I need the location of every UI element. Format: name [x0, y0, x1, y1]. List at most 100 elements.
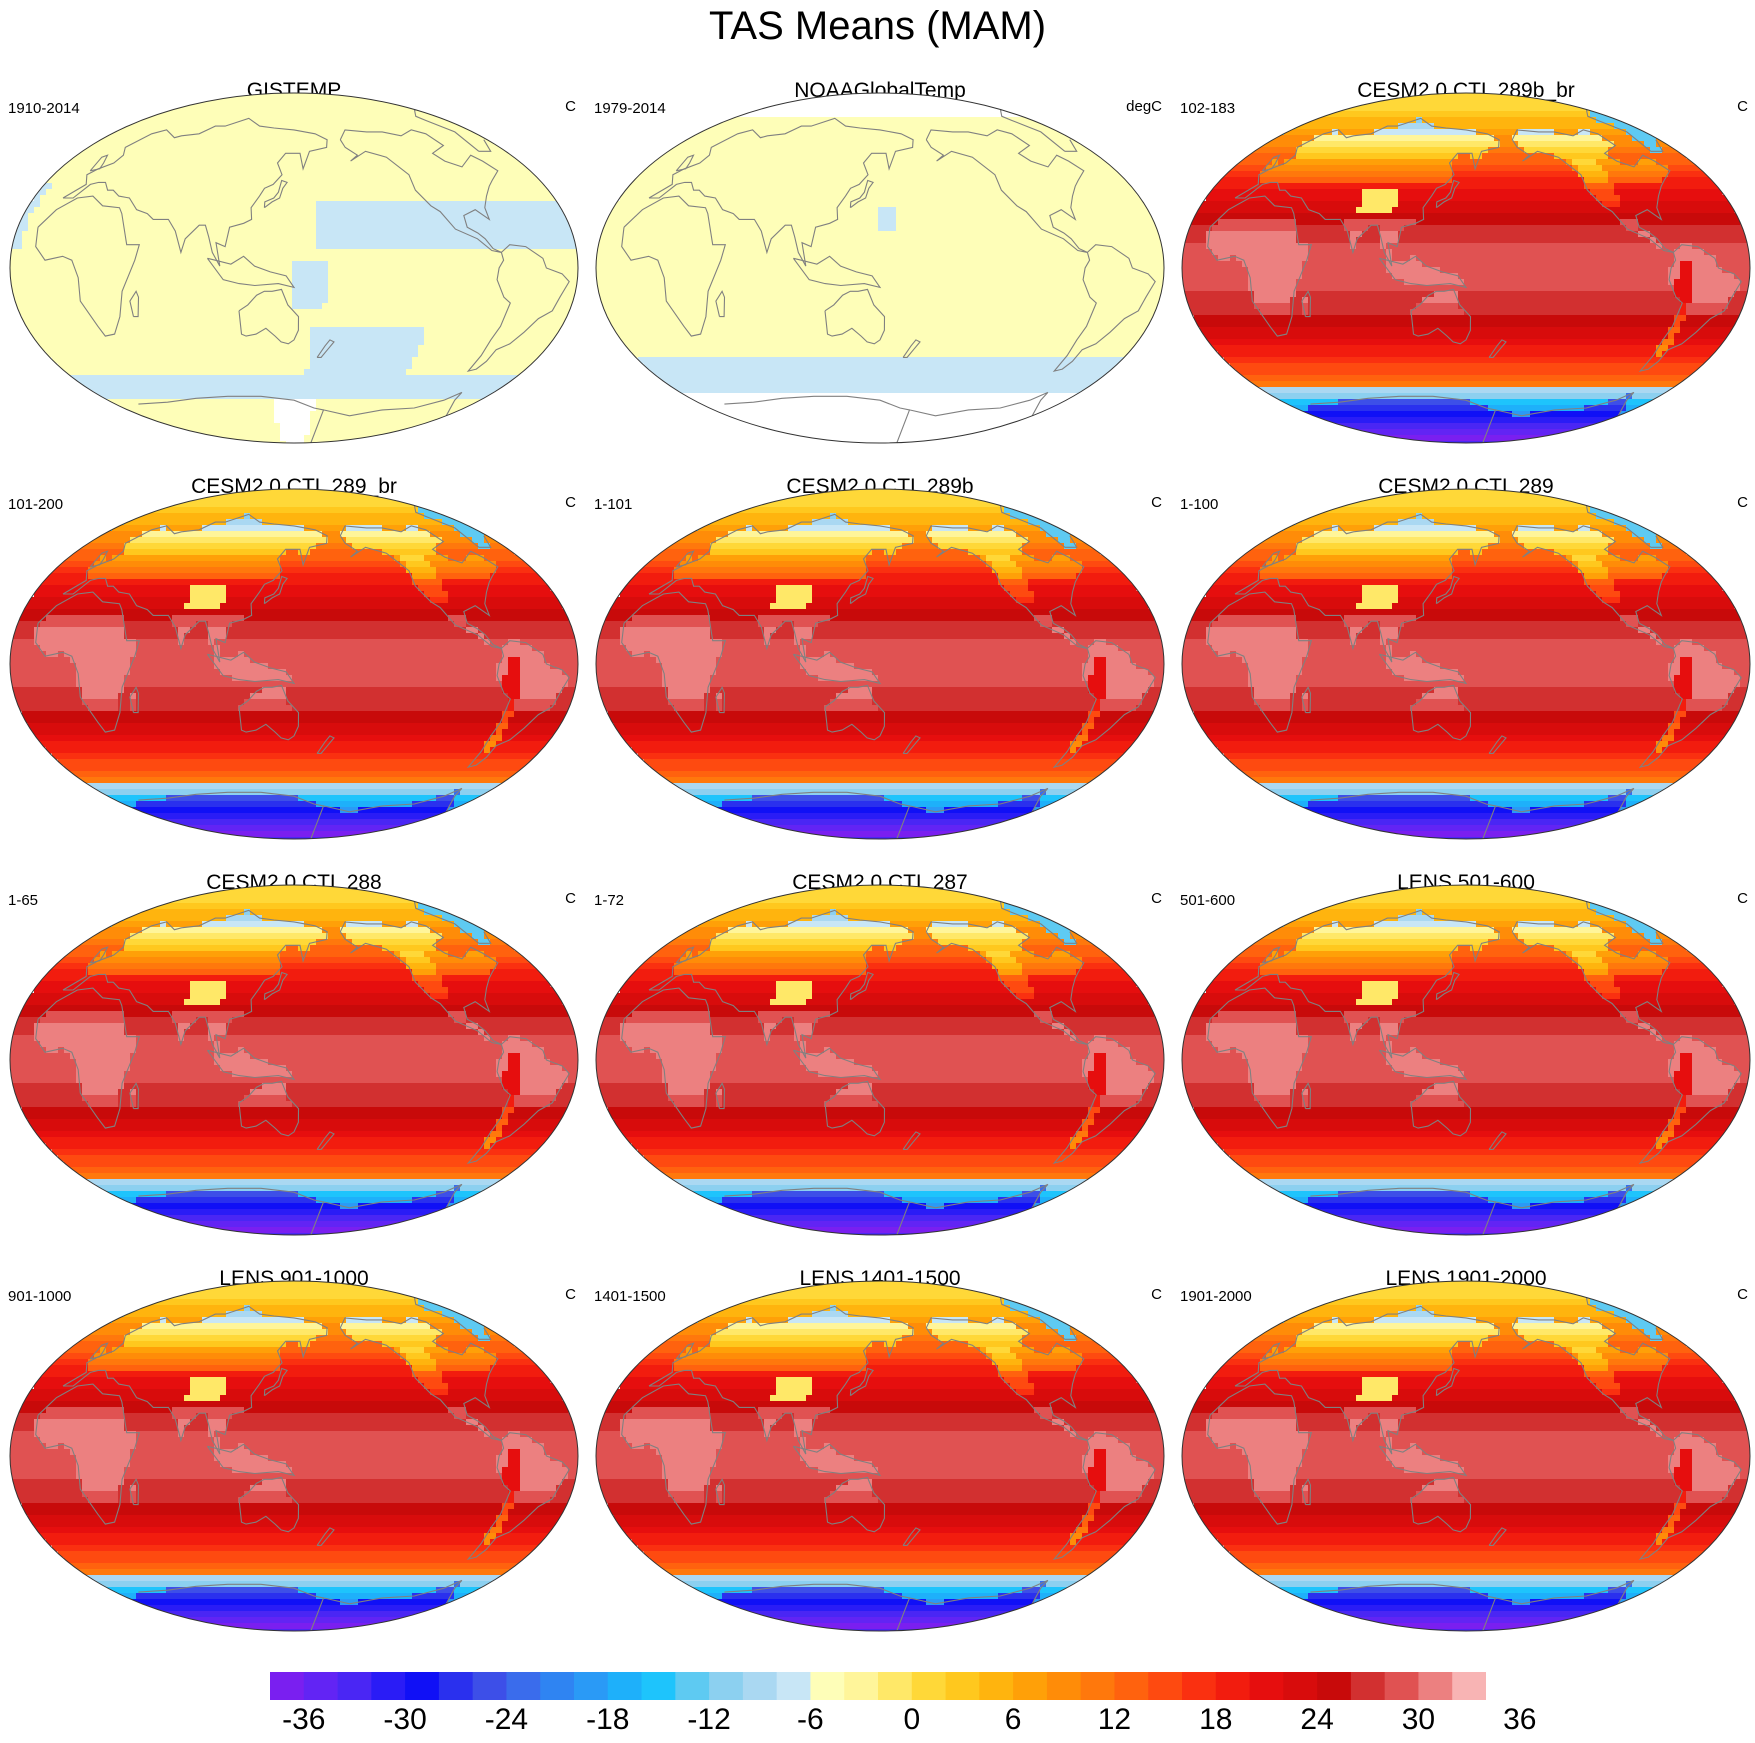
colorbar-tick-label: -6 — [797, 1702, 824, 1738]
colorbar-swatch — [1046, 1672, 1082, 1700]
panel-period-label: 102-183 — [1180, 100, 1235, 118]
coastline-nz — [902, 339, 921, 358]
colorbar-swatch — [1249, 1672, 1284, 1700]
coastline-japan — [1435, 1367, 1460, 1397]
coastline-samerica — [466, 640, 570, 769]
coastline-africa — [621, 195, 727, 337]
colorbar-swatch — [911, 1672, 946, 1700]
colorbar-swatch — [844, 1672, 879, 1700]
colorbar-swatch — [675, 1672, 710, 1700]
colorbar-swatch — [1452, 1672, 1486, 1700]
coastline-eurasia — [62, 513, 328, 663]
map-panel: LENS 1401-1500 1401-1500 C — [594, 1264, 1166, 1632]
panel-period-label: 1979-2014 — [594, 100, 666, 118]
coastline-indonesia — [1378, 1047, 1468, 1081]
map-panel: CESM2.0 CTL 288 1-65 C — [8, 868, 580, 1236]
coastline-samerica — [1638, 1432, 1742, 1561]
coastline-indonesia — [792, 651, 882, 685]
colorbar-tick-label: -24 — [485, 1702, 528, 1738]
colorbar-swatch — [641, 1672, 676, 1700]
colorbar-tick-label: 30 — [1402, 1702, 1435, 1738]
map-panel: LENS 1901-2000 1901-2000 C — [1180, 1264, 1752, 1632]
coastline-nz — [1488, 735, 1507, 754]
coastline-eurasia — [1234, 117, 1500, 267]
coastline-indonesia — [792, 1443, 882, 1477]
map-border — [1181, 1280, 1751, 1632]
coastline-africa — [621, 987, 727, 1129]
coastline-uk — [675, 946, 695, 964]
colorbar-swatch — [371, 1672, 406, 1700]
colorbar-swatch — [337, 1672, 372, 1700]
panel-units-label: C — [1737, 1286, 1748, 1304]
coastline-samerica — [1052, 1432, 1156, 1561]
panel-period-label: 1401-1500 — [594, 1288, 666, 1306]
coastline-indonesia — [206, 1047, 296, 1081]
coastline-uk — [675, 1342, 695, 1360]
temperature-map — [1181, 488, 1751, 840]
coastline-japan — [263, 575, 288, 605]
colorbar-tick-label: 18 — [1199, 1702, 1232, 1738]
map-border — [1181, 92, 1751, 444]
map-border — [9, 488, 579, 840]
coastlines — [621, 898, 1156, 1235]
coastline-samerica — [1638, 1036, 1742, 1165]
colorbar-tick-label: -30 — [383, 1702, 426, 1738]
coastline-uk — [89, 550, 109, 568]
coastline-uk — [1261, 154, 1281, 172]
map-panel: CESM2.0 CTL 287 1-72 C — [594, 868, 1166, 1236]
panel-period-label: 901-1000 — [8, 1288, 71, 1306]
coastline-africa — [621, 591, 727, 733]
coastline-madagascar — [129, 1478, 140, 1506]
coastline-uk — [89, 1342, 109, 1360]
coastline-indonesia — [1378, 255, 1468, 289]
temperature-map — [595, 488, 1165, 840]
coastline-indonesia — [792, 255, 882, 289]
coastline-eurasia — [1234, 1305, 1500, 1455]
coastline-eurasia — [62, 909, 328, 1059]
map-border — [1181, 884, 1751, 1236]
coastline-africa — [1207, 1383, 1313, 1525]
colorbar-swatch — [405, 1672, 440, 1700]
coastline-australia — [824, 1080, 886, 1137]
panel-period-label: 1-65 — [8, 892, 38, 910]
coastline-uk — [1261, 946, 1281, 964]
coastline-samerica — [466, 1432, 570, 1561]
coastline-eurasia — [62, 1305, 328, 1455]
panel-period-label: 1901-2000 — [1180, 1288, 1252, 1306]
coastline-samerica — [466, 1036, 570, 1165]
map-border — [1181, 488, 1751, 840]
coastline-eurasia — [62, 117, 328, 267]
coastline-africa — [35, 1383, 141, 1525]
coastline-antarctica — [1310, 391, 1635, 443]
map-panel: NOAAGlobalTemp 1979-2014 degC — [594, 76, 1166, 444]
coastline-indonesia — [792, 1047, 882, 1081]
coastline-uk — [89, 946, 109, 964]
colorbar-swatch — [506, 1672, 541, 1700]
temperature-map — [9, 92, 579, 444]
map-panel: CESM2.0 CTL 289 1-100 C — [1180, 472, 1752, 840]
panel-units-label: C — [565, 494, 576, 512]
colorbar-swatch — [1148, 1672, 1183, 1700]
panel-period-label: 1-72 — [594, 892, 624, 910]
panel-period-label: 1-101 — [594, 496, 632, 514]
colorbar-tick-label: 12 — [1098, 1702, 1131, 1738]
coastline-antarctica — [724, 391, 1049, 443]
coastline-australia — [1410, 1080, 1472, 1137]
field-layer — [596, 93, 1164, 443]
coastline-australia — [238, 684, 300, 741]
coastline-eurasia — [648, 117, 914, 267]
panel-units-label: C — [1737, 890, 1748, 908]
coastline-namerica — [1511, 129, 1674, 253]
coastline-namerica — [925, 129, 1088, 253]
coastline-samerica — [1052, 244, 1156, 373]
coastline-uk — [89, 154, 109, 172]
coastline-madagascar — [129, 1082, 140, 1110]
coastline-madagascar — [1301, 1082, 1312, 1110]
colorbar-swatch — [1350, 1672, 1386, 1700]
colorbar-swatch — [472, 1672, 507, 1700]
coastline-australia — [1410, 1476, 1472, 1533]
temperature-map — [9, 1280, 579, 1632]
field-layer — [10, 93, 578, 443]
coastline-nz — [316, 735, 335, 754]
coastline-namerica — [339, 921, 502, 1045]
